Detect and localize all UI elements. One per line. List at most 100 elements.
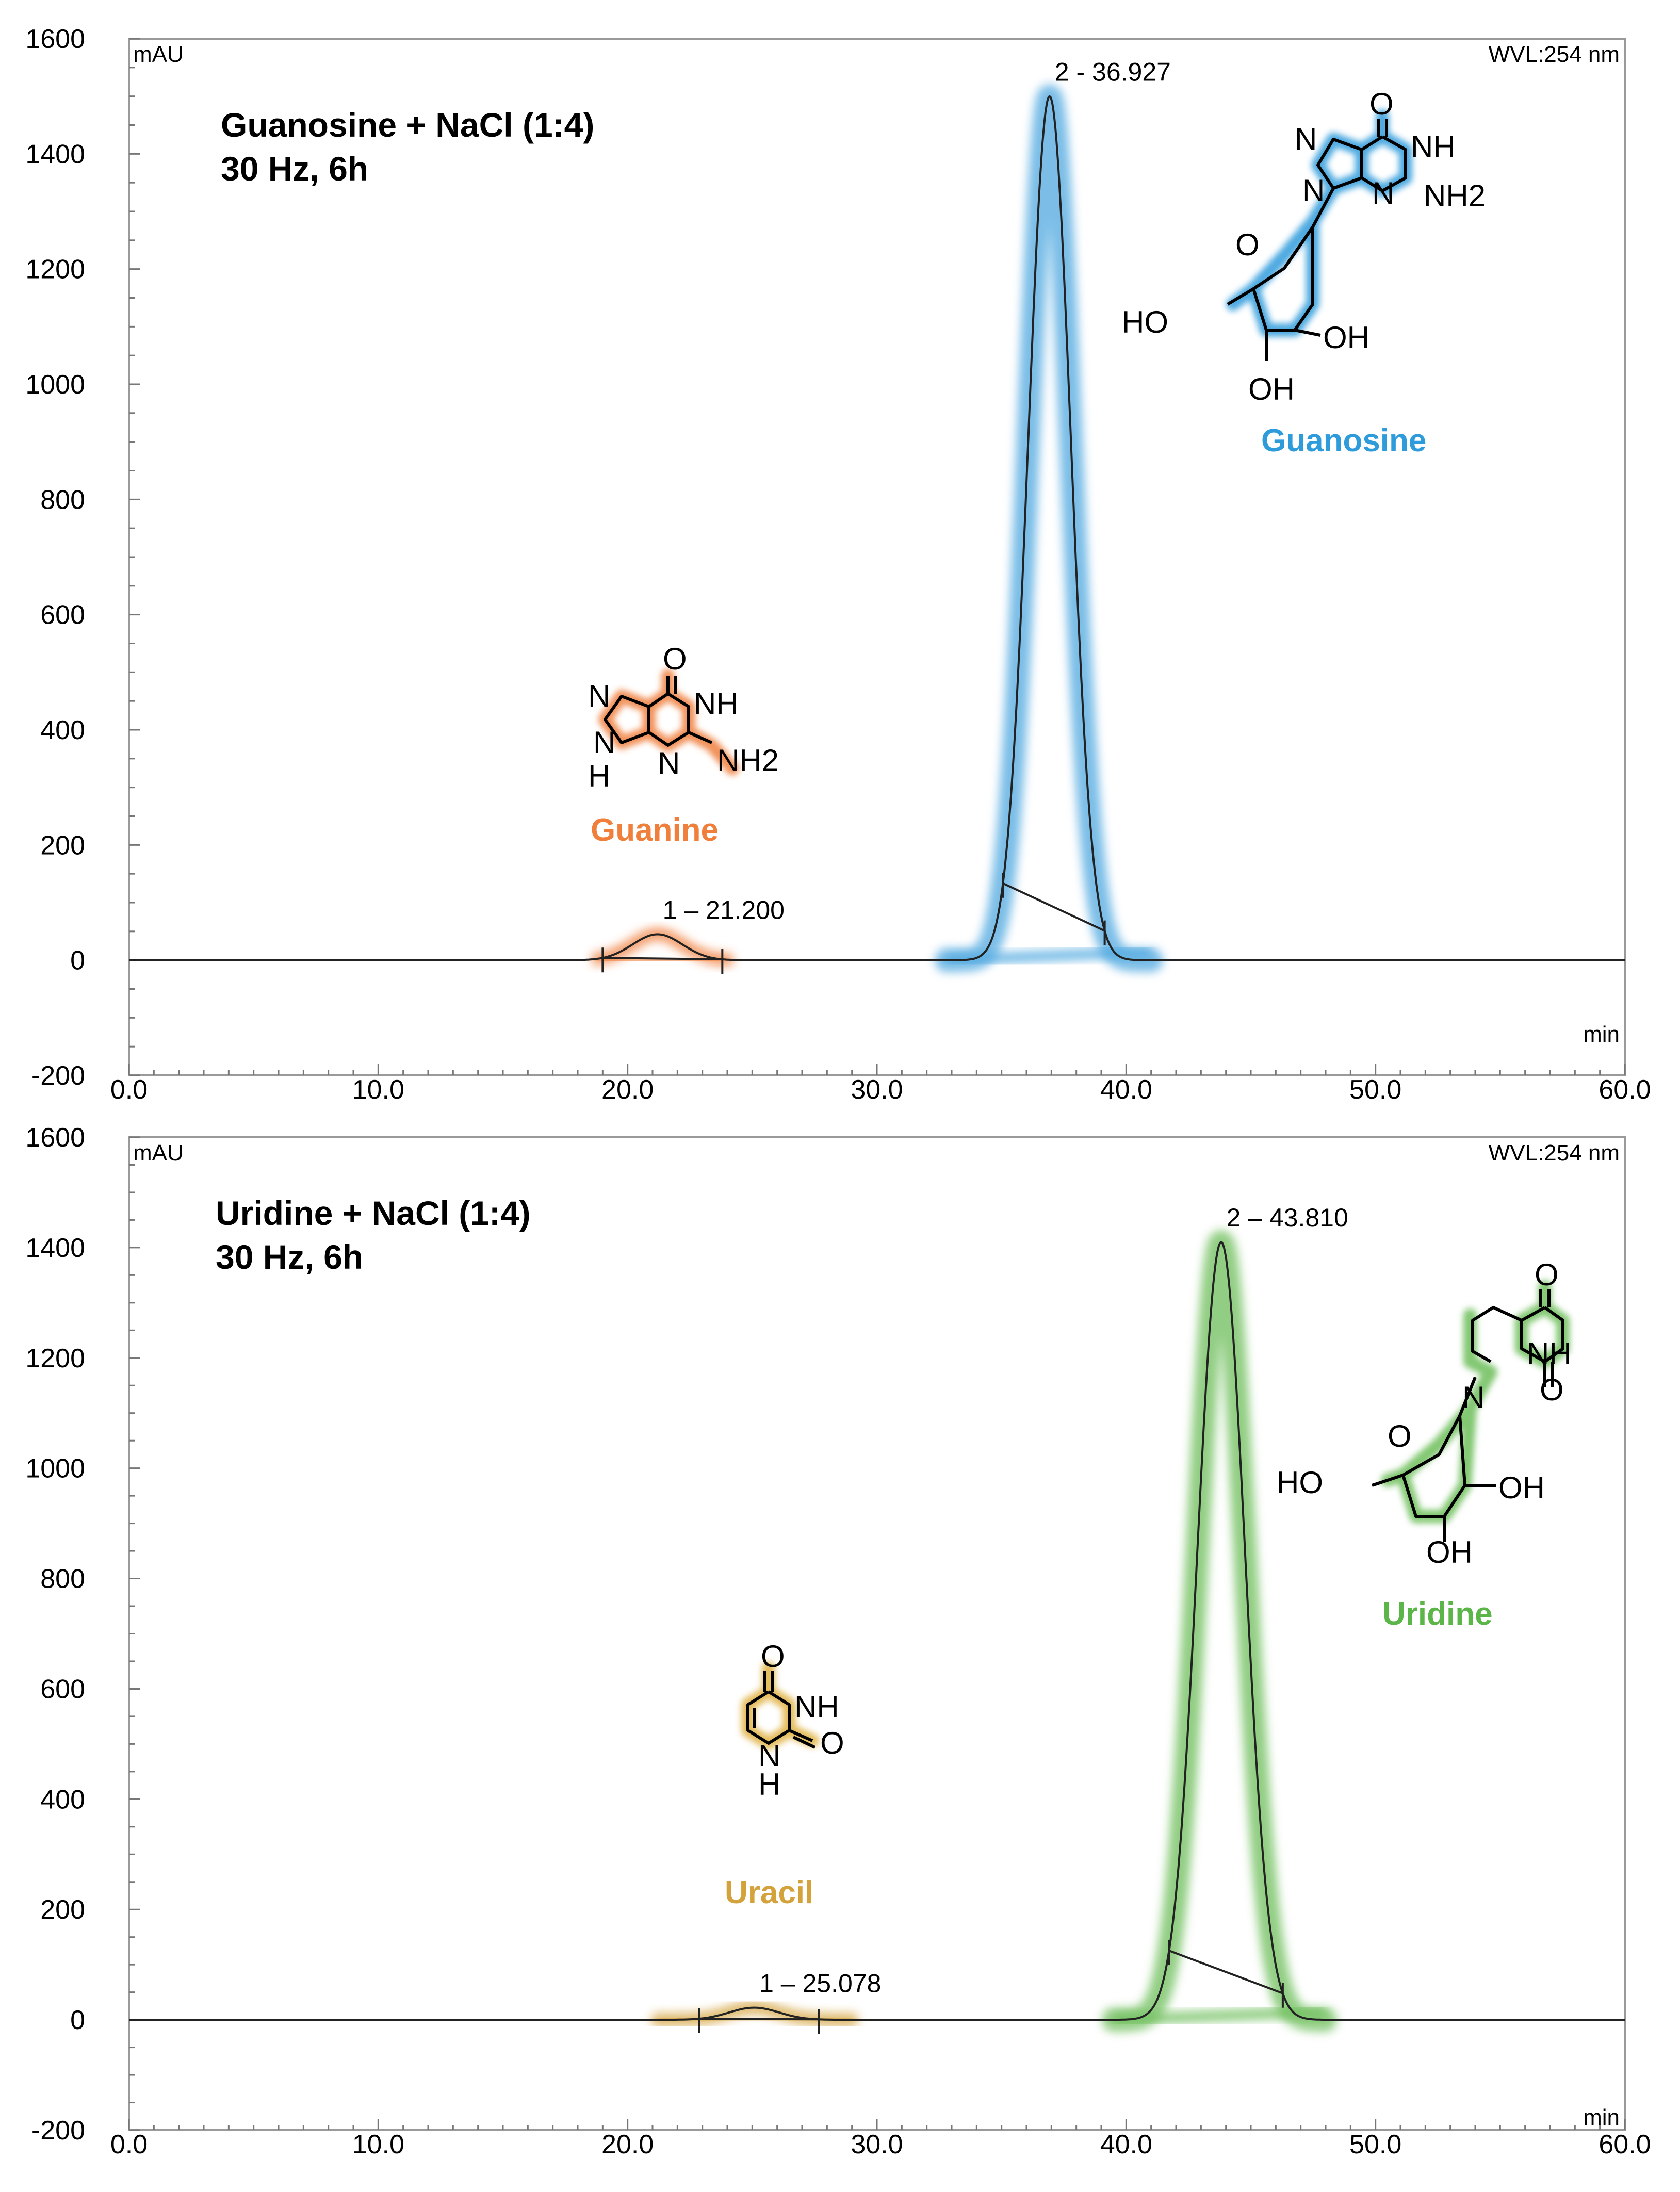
atom-label: O	[761, 1639, 785, 1674]
atom-label: N	[593, 725, 615, 760]
atom-label: NH	[794, 1690, 839, 1724]
x-tick-labels: 0.0 10.0 20.0 30.0 40.0 50.0 60.0	[110, 2130, 1651, 2160]
atom-label: O	[820, 1726, 844, 1760]
y-tick-label: 1000	[25, 370, 85, 400]
guanine-structure: O N NH N N H NH2 Guanine	[588, 642, 779, 848]
guanosine-structure: O N NH N N NH2 O HO OH OH Guanosine	[1122, 87, 1486, 459]
y-tick-label: 1600	[25, 24, 85, 54]
atom-label: O	[1235, 227, 1260, 262]
atom-label: OH	[1248, 372, 1295, 406]
x-tick-label: 50.0	[1349, 2130, 1401, 2160]
x-tick-label: 40.0	[1100, 1075, 1152, 1105]
sample-conditions: 30 Hz, 6h	[216, 1238, 363, 1276]
atom-label: H	[758, 1767, 780, 1802]
atom-label: N	[1462, 1380, 1485, 1415]
chromatogram-trace	[128, 1241, 1625, 2021]
x-unit-label: min	[1583, 1022, 1620, 1047]
y-tick-label: 800	[40, 485, 85, 515]
plot-frame	[128, 38, 1626, 1076]
x-tick-label: 20.0	[601, 1075, 654, 1105]
chart-panel-guanosine: 1600 1400 1200 1000 800 600 400 200 0 -200 0.0 10.…	[25, 24, 1651, 1105]
x-tick-label: 60.0	[1599, 2130, 1651, 2160]
peak-label: 2 – 43.810	[1226, 1203, 1348, 1232]
atom-label: NH2	[717, 743, 779, 778]
peak-label: 1 – 25.078	[759, 1969, 881, 1998]
atom-label: N	[758, 1739, 780, 1773]
integration-baseline	[1002, 882, 1105, 932]
uracil-structure: O NH N H O Uracil	[725, 1639, 844, 1910]
y-tick-label: 0	[70, 2005, 85, 2035]
compound-name-label: Guanine	[591, 812, 719, 848]
y-tick-label: 1400	[25, 1233, 85, 1263]
y-tick-label: 400	[40, 1785, 85, 1814]
sample-conditions: 30 Hz, 6h	[221, 150, 368, 188]
x-unit-label: min	[1583, 2105, 1620, 2130]
x-tick-label: 50.0	[1349, 1075, 1401, 1105]
compound-name-label: Uracil	[725, 1875, 813, 1910]
y-tick-label: 200	[40, 1895, 85, 1925]
atom-label: O	[663, 642, 687, 676]
atom-label: HO	[1122, 305, 1168, 339]
x-tick-labels: 0.0 10.0 20.0 30.0 40.0 50.0 60.0	[110, 1075, 1651, 1105]
y-tick-label: 600	[40, 1674, 85, 1704]
atom-label: NH	[694, 686, 739, 721]
y-tick-label: 1000	[25, 1454, 85, 1484]
y-tick-label: 1200	[25, 255, 85, 285]
x-tick-label: 0.0	[110, 1075, 148, 1105]
peak-labels: 1 – 25.078 2 – 43.810	[759, 1203, 1348, 1998]
atom-label: NH2	[1424, 178, 1486, 213]
compound-name-label: Uridine	[1382, 1596, 1493, 1632]
plot-frame	[128, 1136, 1626, 2131]
atom-label: HO	[1277, 1465, 1323, 1500]
atom-label: N	[1372, 176, 1394, 210]
y-tick-label: 0	[70, 946, 85, 976]
atom-label: H	[588, 759, 610, 793]
atom-label: O	[1388, 1419, 1412, 1453]
peak-label: 1 – 21.200	[663, 895, 785, 924]
y-tick-label: 200	[40, 830, 85, 860]
peak-baseline-highlight	[1113, 2006, 1326, 2026]
y-unit-label: mAU	[133, 1140, 184, 1166]
y-tick-labels: 1600 1400 1200 1000 800 600 400 200 0 -200	[25, 1123, 85, 2146]
atom-label: OH	[1323, 320, 1369, 355]
peak-label: 2 - 36.927	[1055, 58, 1171, 87]
y-tick-label: 400	[40, 715, 85, 745]
compound-name-label: Guanosine	[1261, 423, 1426, 459]
integration-baseline	[1168, 1950, 1283, 1994]
y-tick-label: 1600	[25, 1123, 85, 1153]
sample-title: Uridine + NaCl (1:4)	[216, 1194, 531, 1232]
atom-label: O	[1540, 1372, 1564, 1407]
y-tick-label: 600	[40, 600, 85, 630]
sample-title: Guanosine + NaCl (1:4)	[221, 106, 594, 144]
atom-label: OH	[1498, 1470, 1545, 1505]
integration-baseline	[602, 957, 723, 960]
peak-baseline-highlight	[946, 945, 1152, 966]
atom-label: O	[1535, 1257, 1559, 1292]
chromatogram-traces	[128, 95, 1625, 974]
atom-label: N	[1302, 173, 1325, 208]
chromatogram-traces	[128, 1241, 1625, 2034]
axis-ticks	[128, 1136, 1626, 2131]
x-tick-label: 10.0	[352, 2130, 404, 2160]
x-tick-label: 10.0	[352, 1075, 404, 1105]
chromatogram-trace	[128, 95, 1625, 961]
y-tick-label: 1400	[25, 139, 85, 169]
x-tick-label: 60.0	[1599, 1075, 1651, 1105]
chart-panel-uridine: 1600 1400 1200 1000 800 600 400 200 0 -200 0.0 10.…	[25, 1123, 1651, 2160]
atom-label: N	[1295, 122, 1317, 156]
axis-ticks	[128, 38, 1626, 1076]
peak-labels: 1 – 21.200 2 - 36.927	[663, 58, 1171, 925]
atom-label: OH	[1426, 1535, 1473, 1569]
x-tick-label: 30.0	[851, 1075, 903, 1105]
x-tick-label: 30.0	[851, 2130, 903, 2160]
wavelength-label: WVL:254 nm	[1489, 1140, 1620, 1166]
y-tick-labels: 1600 1400 1200 1000 800 600 400 200 0 -200	[25, 24, 85, 1091]
atom-label: O	[1369, 87, 1394, 121]
y-tick-label: 800	[40, 1564, 85, 1594]
y-tick-label: -200	[31, 2116, 85, 2146]
x-tick-label: 40.0	[1100, 2130, 1152, 2160]
x-tick-label: 20.0	[601, 2130, 654, 2160]
wavelength-label: WVL:254 nm	[1489, 42, 1620, 67]
atom-label: NH	[1411, 129, 1456, 164]
